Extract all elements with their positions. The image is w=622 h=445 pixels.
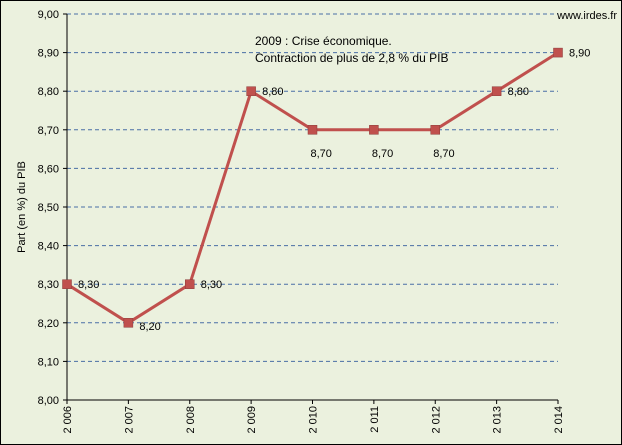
data-point-marker: [553, 47, 563, 58]
x-tick-label: 2 009: [246, 406, 258, 434]
y-tick-label: 8,40: [38, 241, 59, 253]
series-layer: [62, 47, 563, 328]
x-tick-label: 2 008: [185, 406, 197, 434]
data-point-marker: [307, 125, 318, 135]
data-label: 8,70: [311, 148, 332, 160]
x-tick-label: 2 011: [369, 406, 381, 433]
x-tick-label: 2 010: [308, 406, 320, 434]
data-point-marker: [185, 279, 195, 289]
data-point-marker: [369, 125, 379, 135]
data-point-marker: [246, 86, 256, 96]
data-label: 8,30: [201, 279, 222, 291]
y-tick-label: 8,70: [38, 125, 59, 137]
y-tick-label: 8,20: [38, 318, 59, 330]
data-point-marker: [430, 125, 440, 135]
data-point-marker: [123, 318, 134, 328]
data-label: 8,90: [569, 48, 590, 60]
label-layer: 8,30 8,20 8,30 8,80 8,70 8,70 8,70 8,80 8,90: [78, 48, 590, 333]
y-tick-label: 8,00: [38, 395, 59, 407]
annotation-line-2: Contraction de plus de 2,8 % du PIB: [255, 51, 448, 65]
y-tick-label: 8,30: [38, 279, 59, 291]
data-point-marker: [62, 279, 72, 289]
y-tick-label: 8,50: [38, 202, 59, 214]
axis-layer: 8,00 8,10 8,20 8,30 8,40 8,50 8,60 8,70 8,80 8,90…: [38, 9, 565, 434]
data-label: 8,30: [78, 279, 99, 291]
annotation-line-1: 2009 : Crise économique.: [255, 34, 392, 48]
grid-layer: [67, 13, 558, 362]
data-point-marker: [491, 86, 502, 96]
data-label: 8,70: [372, 148, 393, 160]
data-label: 8,80: [262, 86, 283, 98]
series-line: [66, 51, 559, 325]
data-label: 8,20: [139, 321, 160, 333]
x-tick-label: 2 014: [553, 406, 565, 434]
x-tick-label: 2 013: [492, 406, 504, 434]
y-tick-label: 9,00: [38, 9, 59, 21]
source-text: www.irdes.fr: [556, 10, 617, 22]
y-tick-label: 8,80: [38, 86, 59, 98]
data-label: 8,70: [433, 148, 454, 160]
x-tick-label: 2 012: [430, 406, 442, 434]
y-axis-title: Part (en %) du PIB: [16, 161, 28, 253]
y-tick-label: 8,90: [38, 48, 59, 60]
x-tick-label: 2 006: [62, 406, 74, 434]
x-tick-label: 2 007: [123, 406, 135, 434]
y-tick-label: 8,10: [38, 356, 59, 368]
y-tick-label: 8,60: [38, 163, 59, 175]
data-label: 8,80: [508, 86, 529, 98]
